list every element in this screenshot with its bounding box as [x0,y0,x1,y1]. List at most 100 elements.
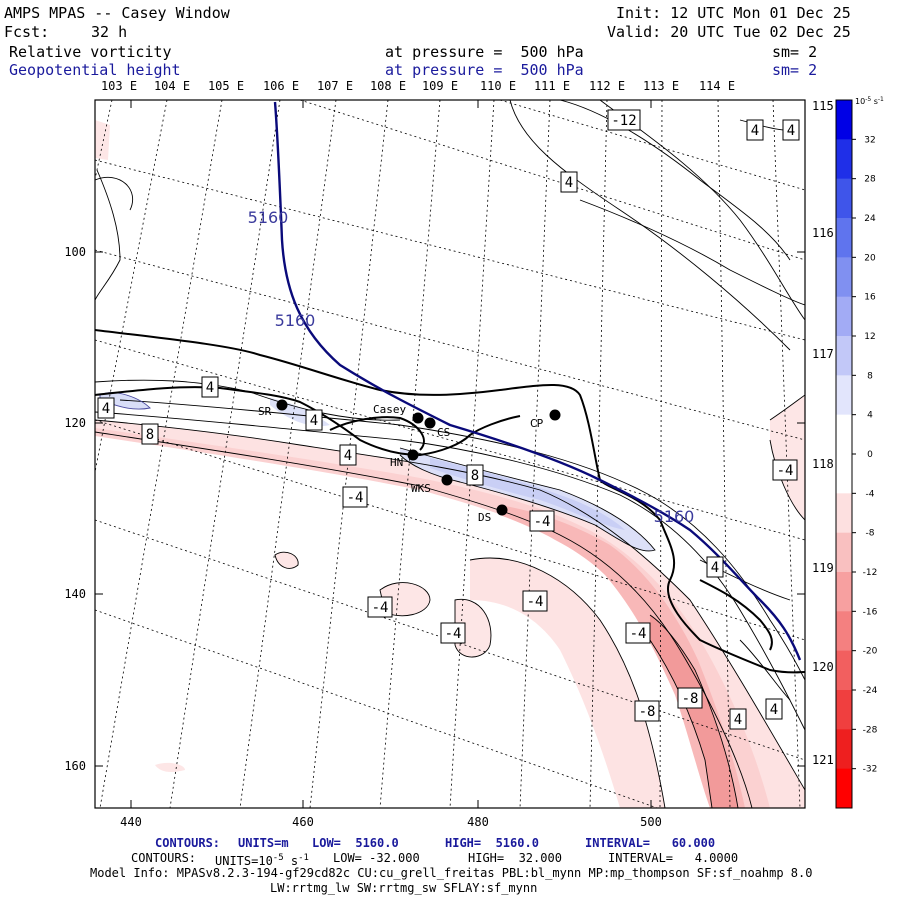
station-label: SR [258,405,272,418]
vorticity-label: 4 [770,702,778,718]
vorticity-label-box [746,119,764,141]
contours-vort-low: LOW= -32.000 [333,851,420,865]
vorticity-label: 4 [310,413,318,429]
lon-label-top: 109 E [422,79,458,93]
colorbar-swatch [836,690,852,730]
vorticity-label: 4 [734,712,742,728]
y-tick-label: 100 [64,245,86,259]
height-contour-label: 5160 [654,507,695,526]
x-tick-label: 440 [120,815,142,829]
lon-label-top: 111 E [534,79,570,93]
colorbar-swatch [836,493,852,534]
vorticity-label-box [339,444,357,466]
colorbar-swatch [836,650,852,691]
lon-label-top: 104 E [154,79,190,93]
vorticity-label: -4 [527,594,544,610]
lon-label-top: 110 E [480,79,516,93]
vorticity-label: -4 [347,490,364,506]
vorticity-label: 8 [146,427,154,443]
vorticity-label-box [342,486,368,508]
vorticity-label-box [97,397,115,419]
y-tick-label: 160 [64,759,86,773]
colorbar-tick-label: 20 [864,253,876,263]
vorticity-label-box [522,590,548,612]
contour-labels: 5160516051604444444444488-4-4-4-4-4-4-4-… [97,109,800,730]
vorticity-label-box [729,708,747,730]
station-dot [441,474,453,486]
colorbar-swatch [836,139,852,180]
y-tick-label: 120 [64,416,86,430]
contours-vort-interval: INTERVAL= 4.0000 [608,851,739,865]
colorbar-swatch [836,611,852,652]
colorbar-tick-label: 24 [864,214,876,224]
colorbar-swatch [836,768,852,809]
station-label: HN [390,456,403,469]
lon-label-top: 105 E [208,79,244,93]
vorticity-label: 8 [471,468,479,484]
y-tick-label: 140 [64,587,86,601]
contours-vort-high: HIGH= 32.000 [468,851,562,865]
colorbar-swatch [836,218,852,258]
contours-vort-units-exp: -5 [272,853,284,863]
colorbar-swatch [836,178,852,219]
station-label: WKS [411,482,431,495]
colorbar-swatch [836,100,852,140]
contours-height-units: UNITS=m [238,836,289,850]
colorbar-swatch [836,572,852,612]
init-time: Init: 12 UTC Mon 01 Dec 25 [616,4,851,22]
colorbar-tick-label: 8 [867,371,873,381]
lon-label-top: 107 E [317,79,353,93]
vorticity-label-box [141,423,159,445]
field2-smoothing: sm= 2 [772,61,818,79]
colorbar-tick-label: 12 [864,332,875,342]
x-tick-label: 500 [640,815,662,829]
forecast-label: Fcst: [4,23,50,41]
station-dot [276,399,288,411]
colorbar-tick-label: 4 [867,411,873,421]
contours-height-low: LOW= 5160.0 [312,836,399,850]
colorbar: 32 28 24 20 16 12 8 4 0 -4 -8 -12 -16 -20 -24 -28 -32 10-… [835,96,884,809]
colorbar-tick-label: -4 [866,489,875,499]
lon-label-top: 113 E [643,79,679,93]
contours-height-interval: INTERVAL= 60.000 [585,836,716,850]
map-frame [94,99,806,809]
colorbar-swatch [836,454,852,494]
field1-level: at pressure = 500 hPa [385,43,584,61]
colorbar-tick-label: -8 [866,529,875,539]
field1-name: Relative vorticity [9,43,172,61]
colorbar-swatch [836,336,852,376]
vorticity-label: -4 [445,626,462,642]
contours-height-high: HIGH= 5160.0 [445,836,539,850]
colorbar-tick-label: -24 [863,686,878,696]
colorbar-tick-label: 0 [867,450,873,460]
station-dot [412,412,424,424]
contours-vort-units-base: UNITS=10 [215,854,273,868]
vorticity-label: 4 [787,123,795,139]
lon-label-top: 103 E [101,79,137,93]
height-contour-label: 5160 [275,311,316,330]
station-label: DS [478,511,491,524]
vorticity-label-box [634,700,660,722]
lon-label-top: 114 E [699,79,735,93]
vorticity-label-box [765,698,783,720]
station-label: CS [437,426,450,439]
valid-time: Valid: 20 UTC Tue 02 Dec 25 [607,23,851,41]
vorticity-contours [95,100,805,808]
field2-name: Geopotential height [9,61,181,79]
vorticity-label: -4 [534,514,551,530]
station-dot [424,417,436,429]
colorbar-swatch [836,414,852,455]
contours-vort-units-tail: s [283,854,299,868]
colorbar-tick-label: -28 [863,725,878,735]
vorticity-label: 4 [751,123,759,139]
colorbar-swatch [836,375,852,416]
contours-vort-units-exp2: -1 [298,853,309,863]
lon-label-top: 112 E [589,79,625,93]
colorbar-swatch [836,296,852,337]
vorticity-label-box [201,376,219,398]
vorticity-label-box [625,622,651,644]
colorbar-tick-label: -20 [863,647,878,657]
vorticity-label: 4 [565,175,573,191]
height-contour-5160 [273,101,802,661]
